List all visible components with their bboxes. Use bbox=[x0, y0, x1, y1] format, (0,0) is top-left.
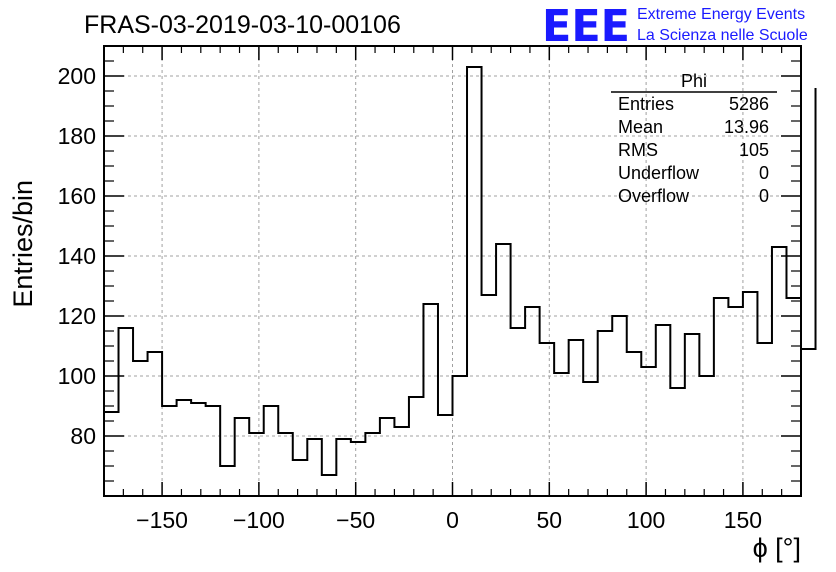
stats-value: 0 bbox=[759, 186, 769, 206]
eee-logo: EEE Extreme Energy Events La Scienza nel… bbox=[542, 1, 808, 52]
stats-box: Phi Entries 5286 Mean 13.96 RMS 105 Unde… bbox=[611, 71, 777, 206]
x-tick-label: 100 bbox=[627, 507, 665, 533]
x-tick-label: 50 bbox=[537, 507, 563, 533]
y-axis-label: Entries/bin bbox=[8, 180, 38, 308]
grid bbox=[104, 46, 801, 496]
y-tick-label: 200 bbox=[58, 63, 96, 89]
stats-label: Underflow bbox=[618, 163, 700, 183]
x-tick-label: 0 bbox=[446, 507, 459, 533]
logo-line-1: Extreme Energy Events bbox=[637, 6, 805, 23]
logo-line-2: La Scienza nelle Scuole bbox=[637, 27, 808, 44]
x-tick-label: −150 bbox=[136, 507, 188, 533]
y-tick-label: 120 bbox=[58, 303, 96, 329]
x-axis-label: ϕ [°] bbox=[753, 533, 801, 563]
axis-ticks bbox=[103, 45, 802, 497]
y-tick-label: 180 bbox=[58, 123, 96, 149]
plot-frame bbox=[103, 45, 802, 497]
histogram-series bbox=[104, 66, 817, 476]
y-tick-label: 80 bbox=[70, 423, 96, 449]
stats-value: 0 bbox=[759, 163, 769, 183]
x-tick-label: −50 bbox=[336, 507, 375, 533]
logo-mark: EEE bbox=[542, 1, 630, 52]
chart-title: FRAS-03-2019-03-10-00106 bbox=[84, 11, 401, 39]
stats-value: 13.96 bbox=[724, 117, 769, 137]
y-tick-label: 140 bbox=[58, 243, 96, 269]
stats-value: 105 bbox=[739, 140, 769, 160]
stats-label: Entries bbox=[618, 94, 674, 114]
stats-name: Phi bbox=[681, 71, 707, 91]
stats-label: Overflow bbox=[618, 186, 690, 206]
x-tick-label: 150 bbox=[724, 507, 762, 533]
stats-label: RMS bbox=[618, 140, 658, 160]
y-tick-label: 160 bbox=[58, 183, 96, 209]
x-tick-label: −100 bbox=[233, 507, 285, 533]
stats-value: 5286 bbox=[729, 94, 769, 114]
x-tick-labels: −150 −100 −50 0 50 100 150 bbox=[136, 507, 762, 533]
y-tick-labels: 80 100 120 140 160 180 200 bbox=[58, 63, 96, 449]
stats-label: Mean bbox=[618, 117, 663, 137]
y-tick-label: 100 bbox=[58, 363, 96, 389]
